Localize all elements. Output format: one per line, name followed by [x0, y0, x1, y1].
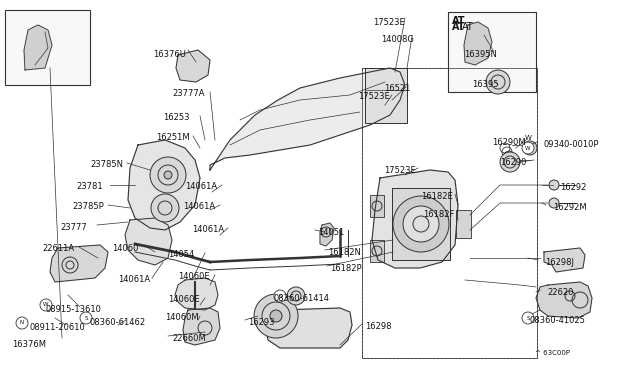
Text: 16521: 16521 [384, 84, 410, 93]
Circle shape [549, 198, 559, 208]
Text: AT: AT [462, 22, 474, 32]
Bar [370, 240, 384, 262]
Bar [362, 68, 537, 358]
Text: 23785N: 23785N [90, 160, 123, 169]
Polygon shape [210, 68, 405, 170]
Circle shape [40, 299, 52, 311]
Text: S: S [278, 294, 282, 298]
Text: W: W [525, 145, 531, 151]
Bar [365, 68, 407, 123]
Circle shape [16, 317, 28, 329]
Bar [362, 68, 537, 358]
Text: 23777: 23777 [60, 223, 87, 232]
Text: 23785P: 23785P [72, 202, 104, 211]
Polygon shape [125, 218, 172, 265]
Text: 17523E: 17523E [373, 18, 404, 27]
Text: 08360-61414: 08360-61414 [273, 294, 329, 303]
Polygon shape [265, 308, 352, 348]
Polygon shape [176, 50, 210, 82]
Text: 09340-0010P: 09340-0010P [543, 140, 598, 149]
Bar [448, 12, 536, 92]
Polygon shape [183, 308, 220, 345]
Text: 16251M: 16251M [156, 133, 189, 142]
Circle shape [274, 290, 286, 302]
Polygon shape [320, 223, 334, 246]
Text: 14061A: 14061A [118, 275, 150, 284]
Text: 14061A: 14061A [185, 182, 217, 191]
Text: 14061A: 14061A [183, 202, 215, 211]
Text: 22611A: 22611A [42, 244, 74, 253]
Text: 16376M: 16376M [12, 340, 46, 349]
Text: 08360-61462: 08360-61462 [89, 318, 145, 327]
Circle shape [151, 194, 179, 222]
Text: N: N [20, 321, 24, 326]
Text: 16290M: 16290M [492, 138, 525, 147]
Circle shape [393, 196, 449, 252]
Text: 16376U: 16376U [153, 50, 186, 59]
Circle shape [80, 312, 92, 324]
Circle shape [522, 312, 534, 324]
Text: 16182F: 16182F [423, 210, 454, 219]
Circle shape [523, 141, 537, 155]
Polygon shape [175, 278, 218, 310]
Text: ^ 63C00P: ^ 63C00P [535, 350, 570, 356]
Text: 22620: 22620 [547, 288, 573, 297]
Polygon shape [544, 248, 585, 272]
Circle shape [500, 152, 520, 172]
Bar [370, 195, 384, 217]
Text: AT: AT [452, 16, 465, 26]
Text: 08915-13610: 08915-13610 [46, 305, 102, 314]
Text: 16182E: 16182E [421, 192, 452, 201]
Text: W: W [525, 135, 531, 141]
Text: 16290: 16290 [500, 158, 526, 167]
Bar [392, 188, 450, 260]
Text: AT: AT [452, 22, 465, 32]
Text: S: S [84, 315, 88, 321]
Circle shape [150, 157, 186, 193]
Circle shape [164, 171, 172, 179]
Text: 17523E: 17523E [358, 92, 390, 101]
Bar [5, 10, 90, 85]
Polygon shape [50, 245, 108, 282]
Text: 14061A: 14061A [192, 225, 224, 234]
Text: 23777A: 23777A [172, 89, 205, 98]
Polygon shape [536, 282, 592, 318]
Text: 23781: 23781 [76, 182, 102, 191]
Text: 16298J: 16298J [545, 258, 574, 267]
Text: 22660M: 22660M [172, 334, 205, 343]
Text: 16253: 16253 [163, 113, 189, 122]
Text: W: W [44, 302, 49, 308]
Text: S: S [526, 315, 530, 321]
Text: 16395: 16395 [472, 80, 499, 89]
Text: 14051: 14051 [318, 228, 344, 237]
Text: 16293: 16293 [248, 318, 275, 327]
Text: 14060E: 14060E [178, 272, 210, 281]
Circle shape [270, 310, 282, 322]
Circle shape [403, 206, 439, 242]
Text: 14008G: 14008G [381, 35, 414, 44]
Circle shape [522, 142, 534, 154]
Polygon shape [128, 140, 200, 230]
Text: 14060: 14060 [112, 244, 138, 253]
Polygon shape [464, 22, 492, 65]
Text: 16298: 16298 [365, 322, 392, 331]
Text: 08911-20610: 08911-20610 [30, 323, 86, 332]
Text: 14060E: 14060E [168, 295, 200, 304]
Bar [456, 210, 471, 238]
Circle shape [287, 287, 305, 305]
Text: 16395N: 16395N [464, 50, 497, 59]
Text: 08360-41025: 08360-41025 [530, 316, 586, 325]
Polygon shape [24, 25, 52, 70]
Polygon shape [372, 170, 458, 268]
Circle shape [486, 70, 510, 94]
Text: 16292: 16292 [560, 183, 586, 192]
Text: 17523E: 17523E [384, 166, 416, 175]
Circle shape [549, 180, 559, 190]
Text: 16182N: 16182N [328, 248, 361, 257]
Text: 14054: 14054 [168, 250, 195, 259]
Circle shape [254, 294, 298, 338]
Text: 16292M: 16292M [553, 203, 587, 212]
Text: 14060M: 14060M [165, 313, 198, 322]
Text: 16182P: 16182P [330, 264, 362, 273]
